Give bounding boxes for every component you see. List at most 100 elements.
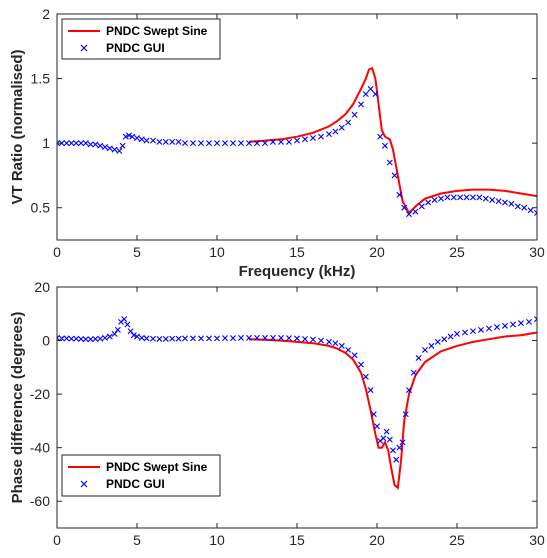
data-point-marker — [412, 208, 419, 215]
data-point-marker — [57, 140, 60, 147]
x-tick-label: 30 — [529, 244, 545, 260]
data-point-marker — [87, 336, 94, 343]
data-point-marker — [106, 145, 113, 152]
x-axis-label: Frequency (kHz) — [239, 263, 356, 280]
data-point-marker — [246, 140, 252, 147]
data-point-marker — [486, 325, 492, 332]
data-point-marker — [370, 411, 377, 418]
data-point-marker — [362, 373, 369, 380]
data-point-marker — [68, 335, 75, 342]
data-point-marker — [270, 138, 276, 145]
data-point-marker — [121, 316, 128, 323]
data-point-marker — [362, 91, 369, 98]
data-point-marker — [138, 136, 145, 143]
data-point-marker — [502, 199, 508, 206]
legend-swatch-marker — [80, 44, 88, 52]
legend: PNDC Swept Sine PNDC GUI — [61, 18, 221, 60]
data-point-marker — [428, 342, 435, 349]
y-tick-label: 2 — [42, 6, 50, 22]
x-tick-label: 25 — [449, 244, 465, 260]
y-tick-label: 20 — [34, 279, 50, 295]
data-point-marker — [78, 335, 84, 342]
data-point-marker — [444, 194, 451, 201]
data-point-marker — [463, 194, 470, 201]
data-point-marker — [238, 334, 244, 341]
data-point-marker — [415, 354, 422, 361]
data-point-marker — [401, 204, 408, 211]
data-point-marker — [278, 334, 284, 341]
data-point-marker — [134, 134, 140, 141]
data-point-marker — [124, 321, 131, 328]
data-point-marker — [422, 346, 428, 353]
data-point-marker — [169, 335, 176, 342]
data-point-marker — [294, 137, 300, 144]
data-point-marker — [367, 387, 374, 394]
data-point-marker — [130, 332, 137, 339]
data-point-marker — [82, 336, 89, 343]
y-tick-label: -40 — [30, 440, 50, 456]
data-point-marker — [111, 330, 118, 337]
data-point-marker — [156, 138, 163, 145]
series-pndc-swept-sine — [248, 66, 537, 215]
data-point-marker — [318, 337, 324, 344]
data-point-marker — [262, 140, 268, 147]
data-point-marker — [454, 330, 460, 337]
data-point-marker — [338, 124, 345, 131]
data-point-marker — [534, 316, 537, 323]
data-point-marker — [294, 335, 300, 342]
data-point-marker — [402, 411, 409, 418]
data-point-marker — [129, 133, 136, 140]
legend-swatch-marker — [80, 480, 88, 488]
data-point-marker — [326, 338, 332, 345]
top-panel-vt-ratio: 0 5 10 15 20 25 30 0.5 1 1.5 2 Frequency (kHz) VT Ra… — [9, 6, 545, 280]
data-point-marker — [190, 140, 196, 147]
data-point-marker — [78, 140, 84, 147]
data-point-marker — [396, 444, 403, 451]
data-point-marker — [286, 138, 292, 145]
legend-box — [61, 454, 221, 497]
data-point-marker — [134, 333, 140, 340]
series-line — [248, 331, 537, 490]
data-point-marker — [338, 342, 345, 349]
data-point-marker — [222, 335, 228, 342]
x-tick-label: 20 — [369, 244, 385, 260]
data-point-marker — [270, 334, 276, 341]
y-axis-label: VT Ratio (normalised) — [9, 49, 26, 204]
data-point-marker — [521, 204, 528, 211]
data-point-marker — [92, 141, 99, 148]
data-point-marker — [106, 333, 113, 340]
data-point-marker — [169, 138, 176, 145]
data-point-marker — [73, 335, 80, 342]
y-axis-label: Phase difference (degrees) — [9, 312, 26, 504]
data-point-marker — [63, 335, 70, 342]
data-point-marker — [358, 361, 364, 368]
data-point-marker — [262, 334, 268, 341]
data-point-marker — [478, 326, 484, 333]
series-pndc-gui — [57, 316, 537, 463]
data-point-marker — [450, 194, 457, 201]
y-tick-label: 1.5 — [31, 71, 51, 87]
data-point-marker — [214, 335, 220, 342]
data-point-marker — [97, 142, 104, 149]
data-point-marker — [514, 203, 521, 210]
data-point-marker — [230, 335, 236, 342]
legend-label: PNDC GUI — [106, 41, 165, 55]
data-point-marker — [230, 140, 236, 147]
data-point-marker — [382, 142, 388, 149]
x-tick-label: 0 — [53, 244, 61, 260]
data-point-marker — [441, 336, 448, 343]
data-point-marker — [396, 191, 403, 198]
data-point-marker — [470, 194, 476, 201]
y-tick-label: -20 — [30, 386, 50, 402]
data-point-marker — [489, 196, 496, 203]
data-point-marker — [377, 133, 384, 140]
data-point-marker — [518, 320, 524, 327]
data-point-marker — [206, 335, 212, 342]
x-tick-label: 5 — [133, 244, 141, 260]
data-point-marker — [127, 328, 134, 335]
series-line — [248, 66, 537, 215]
data-point-marker — [502, 322, 508, 329]
data-point-marker — [406, 211, 412, 218]
